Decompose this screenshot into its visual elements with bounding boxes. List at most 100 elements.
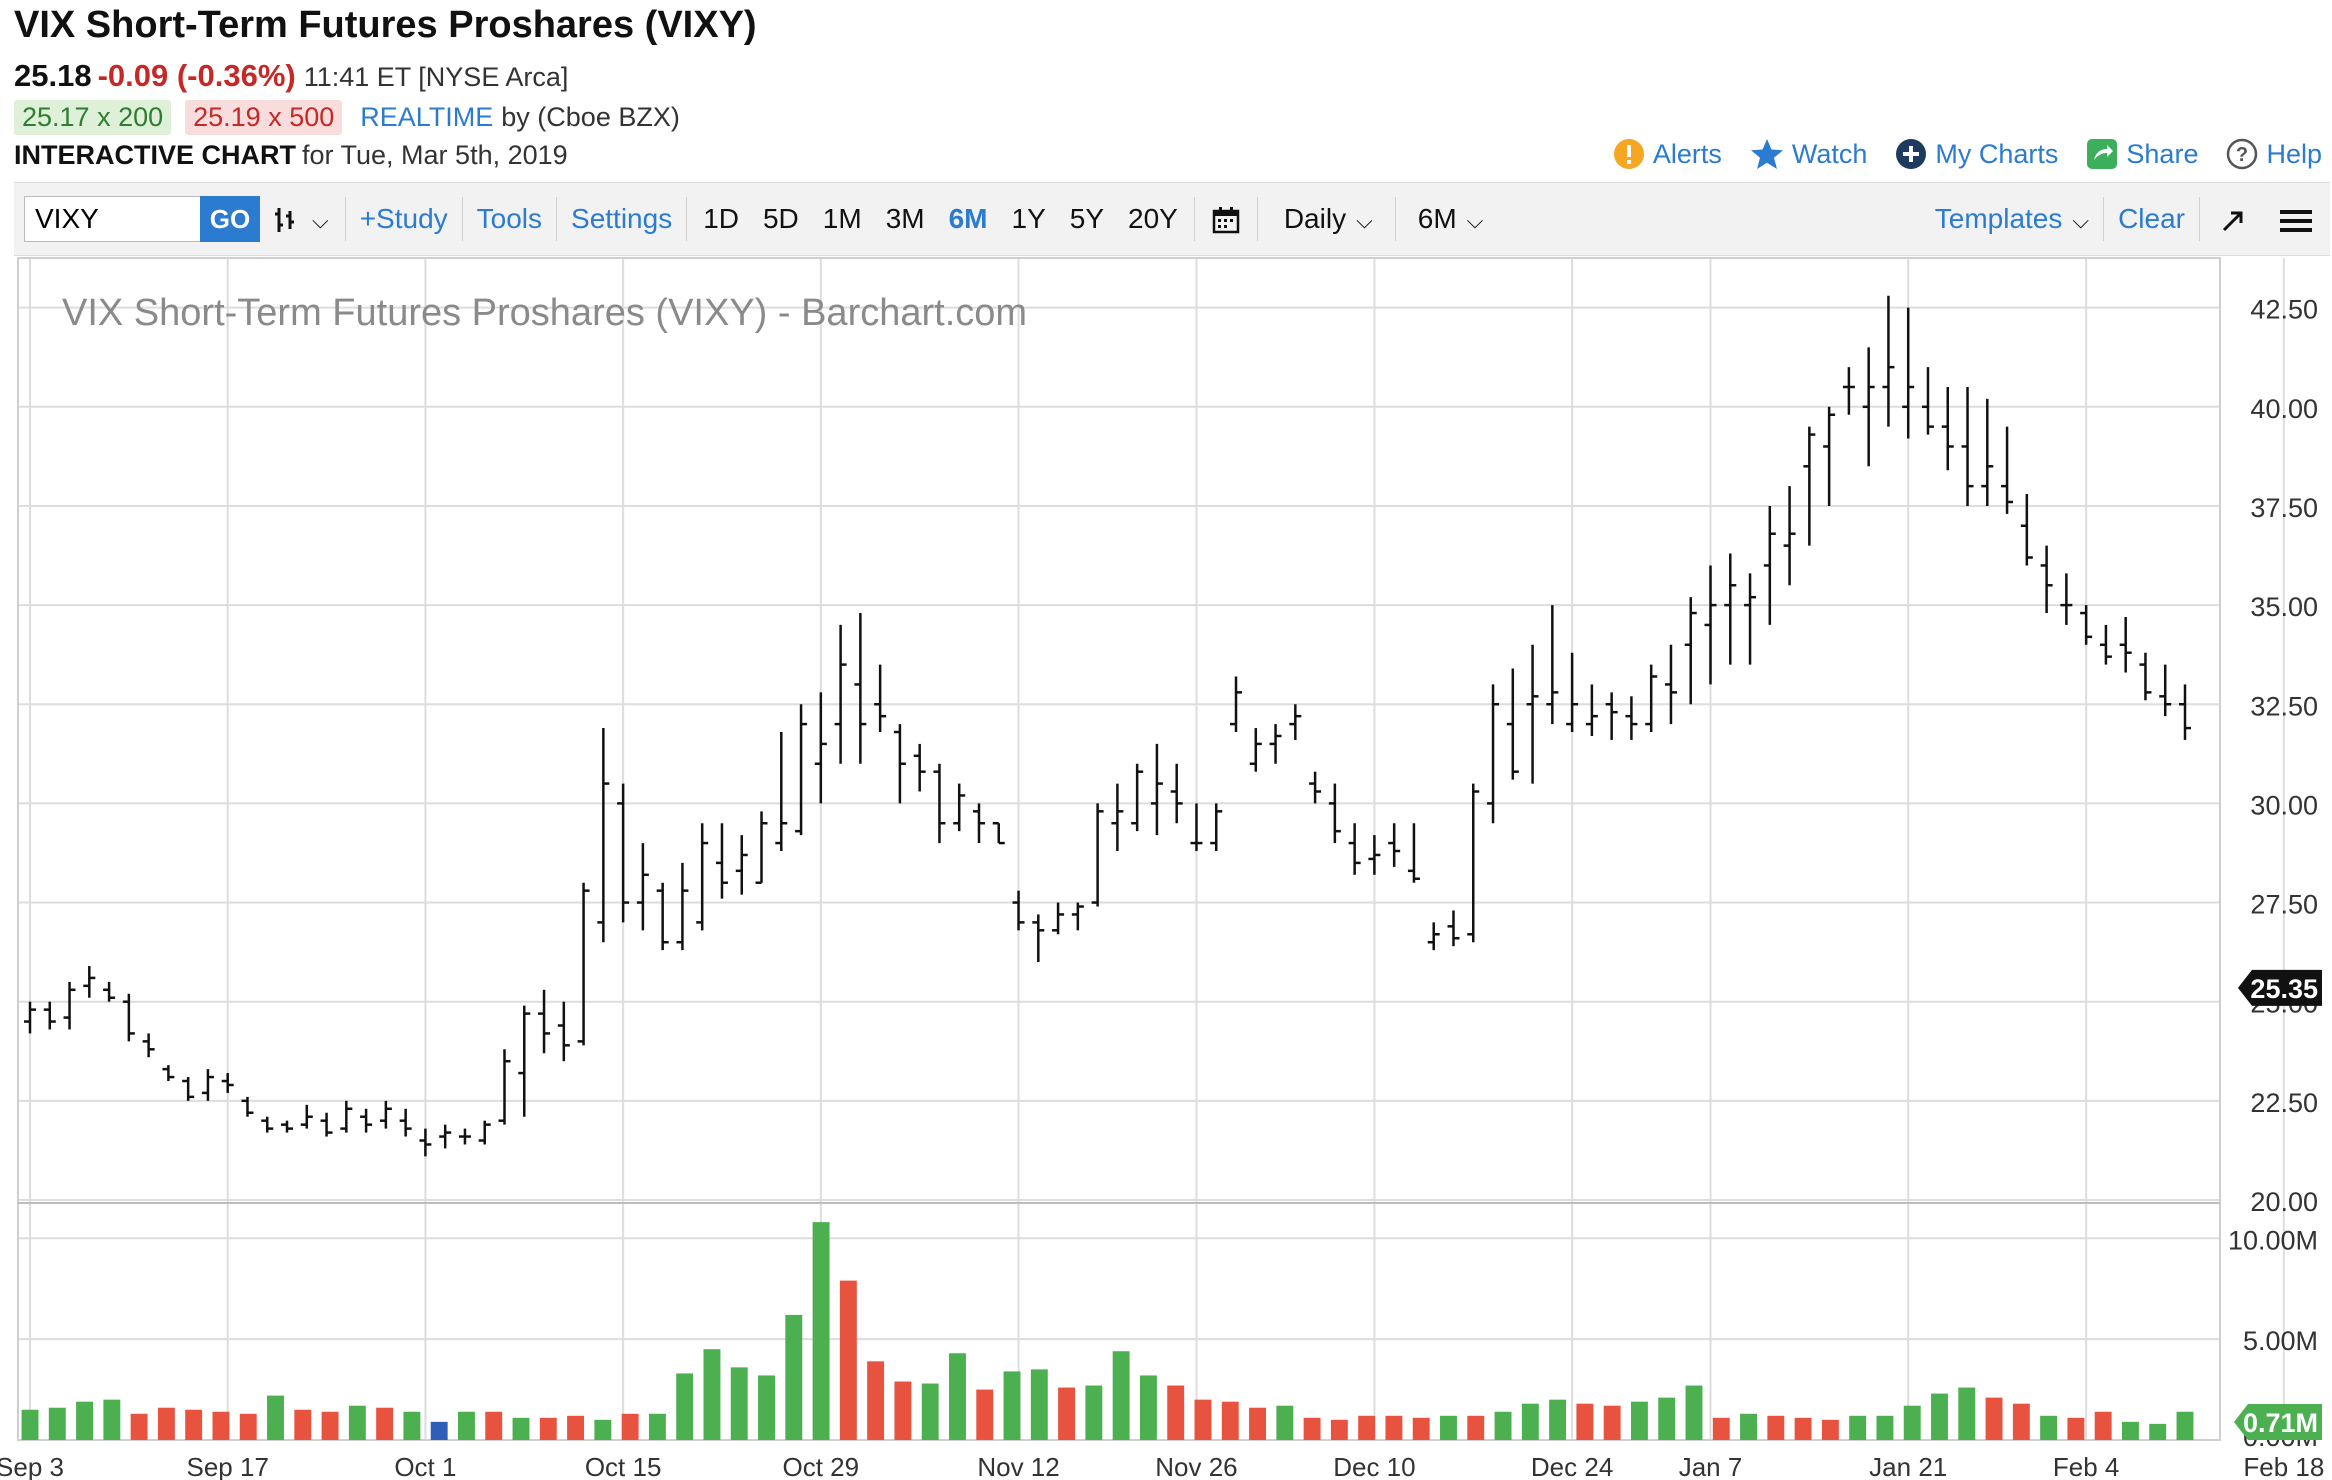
volume-bar <box>239 1413 257 1440</box>
ohlc-bar <box>1328 783 1341 844</box>
menu-button[interactable] <box>2262 203 2330 235</box>
share-icon <box>2087 139 2118 169</box>
ohlc-bar <box>1032 914 1045 963</box>
volume-bar <box>2176 1411 2194 1440</box>
ohlc-bar <box>201 1069 214 1101</box>
volume-bar <box>1958 1387 1976 1440</box>
volume-bar <box>1303 1417 1321 1440</box>
toolbar-divider <box>1394 197 1396 241</box>
volume-bar <box>1658 1397 1676 1440</box>
volume-tick-label: 5.00M <box>2243 1326 2318 1356</box>
ohlc-bar <box>1447 910 1460 947</box>
svg-text:?: ? <box>2236 144 2248 166</box>
volume-bar <box>1440 1415 1457 1440</box>
calendar-icon <box>1212 207 1240 234</box>
range-value: 6M <box>1417 203 1457 234</box>
quote-time: 11:41 ET [NYSE Arca] <box>303 62 569 92</box>
x-tick-label: Feb 4 <box>2053 1452 2120 1480</box>
volume-bar <box>1903 1405 1921 1440</box>
share-button[interactable]: Share <box>2086 138 2198 170</box>
ohlc-bar <box>1210 803 1223 851</box>
ohlc-bar <box>2139 652 2152 701</box>
ohlc-bar <box>379 1100 392 1129</box>
templates-dropdown[interactable]: Templates ⌵ <box>1925 203 2099 235</box>
ohlc-bar <box>2080 605 2093 645</box>
date-picker-button[interactable] <box>1199 203 1253 236</box>
settings-button[interactable]: Settings <box>571 203 673 234</box>
ohlc-bar <box>1645 664 1658 733</box>
ohlc-bar <box>1803 426 1816 546</box>
go-button[interactable]: GO <box>200 196 260 242</box>
watch-button[interactable]: Watch <box>1750 138 1867 170</box>
ohlc-bar <box>340 1100 353 1133</box>
help-button[interactable]: ? Help <box>2226 138 2322 170</box>
symbol-input[interactable] <box>24 196 200 242</box>
volume-bar <box>1194 1399 1212 1440</box>
volume-bar <box>1249 1407 1266 1440</box>
ohlc-bar <box>1902 307 1915 439</box>
volume-bar <box>1003 1371 1021 1440</box>
last-price: 25.18 <box>14 58 92 93</box>
ohlc-bar <box>1289 704 1302 740</box>
volume-bar <box>567 1415 585 1440</box>
ohlc-bar <box>795 704 808 836</box>
ohlc-bar <box>933 763 946 844</box>
my-charts-button[interactable]: My Charts <box>1895 138 2058 170</box>
alerts-button[interactable]: Alerts <box>1613 138 1722 170</box>
volume-bar <box>2067 1417 2085 1440</box>
ohlc-bar <box>854 613 867 764</box>
period-3m[interactable]: 3M <box>885 203 925 234</box>
expand-button[interactable] <box>2204 203 2262 235</box>
realtime-link[interactable]: REALTIME <box>360 102 494 132</box>
ohlc-bar <box>1546 605 1559 725</box>
period-1m[interactable]: 1M <box>822 203 862 234</box>
ohlc-bar <box>1131 763 1144 832</box>
chart-grid <box>18 258 2285 1440</box>
toolbar-divider <box>461 197 463 241</box>
ohlc-bar <box>142 1033 155 1058</box>
period-20y[interactable]: 20Y <box>1128 203 1178 234</box>
clear-button[interactable]: Clear <box>2118 203 2185 234</box>
period-5y[interactable]: 5Y <box>1069 203 1104 234</box>
period-6m[interactable]: 6M <box>948 203 988 234</box>
volume-bar <box>76 1401 94 1440</box>
ohlc-bar <box>122 993 135 1042</box>
volume-bar <box>1139 1375 1157 1440</box>
bar-type-dropdown[interactable]: ⌵ <box>260 203 341 236</box>
period-1d[interactable]: 1D <box>703 203 739 234</box>
ohlc-bar <box>2001 426 2014 514</box>
tools-button[interactable]: Tools <box>476 203 543 234</box>
x-tick-label: Nov 26 <box>1155 1452 1237 1480</box>
ask-badge: 25.19 x 500 <box>185 100 343 135</box>
ohlc-bar <box>617 783 630 923</box>
volume-bar <box>676 1373 694 1440</box>
toolbar-divider <box>2103 197 2105 241</box>
alerts-label: Alerts <box>1652 138 1722 169</box>
ohlc-bar <box>1249 728 1262 772</box>
ohlc-bar <box>874 664 887 733</box>
period-5d[interactable]: 5D <box>762 203 799 234</box>
volume-bar <box>1494 1411 1512 1440</box>
quote-line: 25.18 -0.09 (-0.36%) 11:41 ET [NYSE Arca] <box>14 58 568 94</box>
ohlc-bar <box>1190 803 1203 851</box>
volume-bar <box>1549 1399 1567 1440</box>
x-tick-label: Oct 29 <box>783 1452 860 1480</box>
volume-bar <box>485 1411 503 1440</box>
period-1y[interactable]: 1Y <box>1011 203 1046 234</box>
ohlc-bar <box>953 783 966 832</box>
ohlc-bar <box>1684 597 1697 705</box>
ohlc-bar <box>458 1128 471 1145</box>
range-dropdown[interactable]: 6M ⌵ <box>1400 203 1496 235</box>
volume-bar <box>921 1383 939 1440</box>
y-axis-labels: 42.5040.0037.5035.0032.5030.0027.5025.00… <box>2228 295 2318 1452</box>
study-button[interactable]: +Study <box>359 203 448 234</box>
volume-bar <box>2121 1421 2139 1440</box>
bid-ask-line: 25.17 x 200 25.19 x 500 REALTIME by (Cbo… <box>14 100 680 135</box>
toolbar-divider <box>344 197 346 241</box>
ohlc-bar <box>1269 724 1282 764</box>
ohlc-bar <box>24 1001 36 1034</box>
volume-bar <box>1931 1393 1948 1440</box>
ohlc-bar <box>735 835 748 895</box>
interval-dropdown[interactable]: Daily ⌵ <box>1262 203 1391 235</box>
